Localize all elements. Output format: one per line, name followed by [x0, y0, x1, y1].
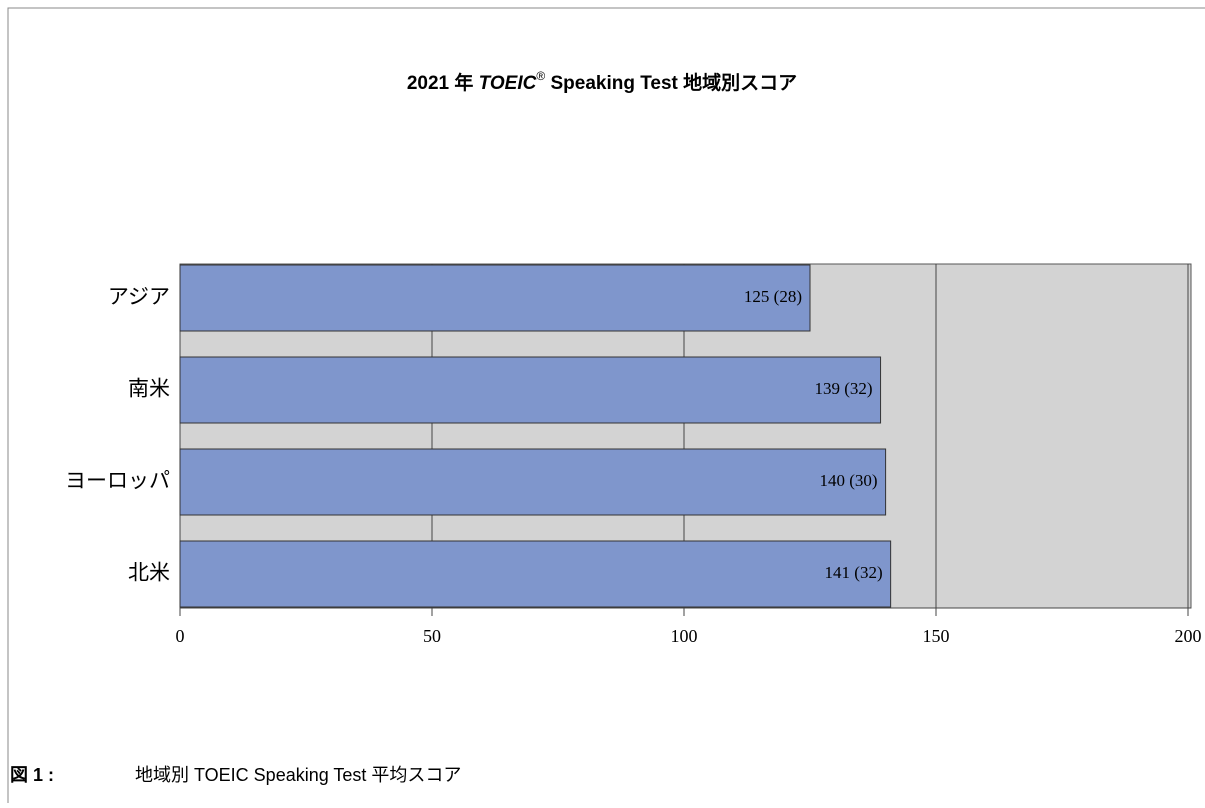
title-part: Speaking Test 地域別スコア	[545, 71, 797, 94]
bar	[179, 356, 882, 424]
y-tick-label: アジア	[108, 286, 170, 309]
bar	[179, 448, 887, 516]
frame	[7, 7, 1205, 803]
y-tick-label: ヨーロッパ	[65, 470, 170, 493]
title-part: TOEIC	[479, 73, 537, 94]
caption-text: 地域別 TOEIC Speaking Test 平均スコア	[135, 765, 461, 785]
value-label: 140 (30)	[820, 471, 878, 490]
x-tick-label: 100	[671, 626, 698, 646]
x-tick-label: 50	[423, 626, 441, 646]
value-label: 125 (28)	[744, 287, 802, 306]
title-part: 2021 年	[407, 71, 479, 94]
x-tick-label: 150	[923, 626, 950, 646]
x-tick-label: 200	[1175, 626, 1202, 646]
bar	[179, 540, 892, 608]
caption-label: 図 1 :	[10, 765, 54, 785]
y-tick-label: 北米	[128, 562, 170, 585]
value-label: 139 (32)	[814, 379, 872, 398]
y-tick-label: 南米	[128, 378, 170, 401]
x-tick-label: 0	[176, 626, 185, 646]
chart-title: 2021 年 TOEIC® Speaking Test 地域別スコア	[407, 69, 797, 94]
value-label: 141 (32)	[825, 563, 883, 582]
bar	[179, 264, 811, 332]
title-part: ®	[536, 69, 545, 83]
